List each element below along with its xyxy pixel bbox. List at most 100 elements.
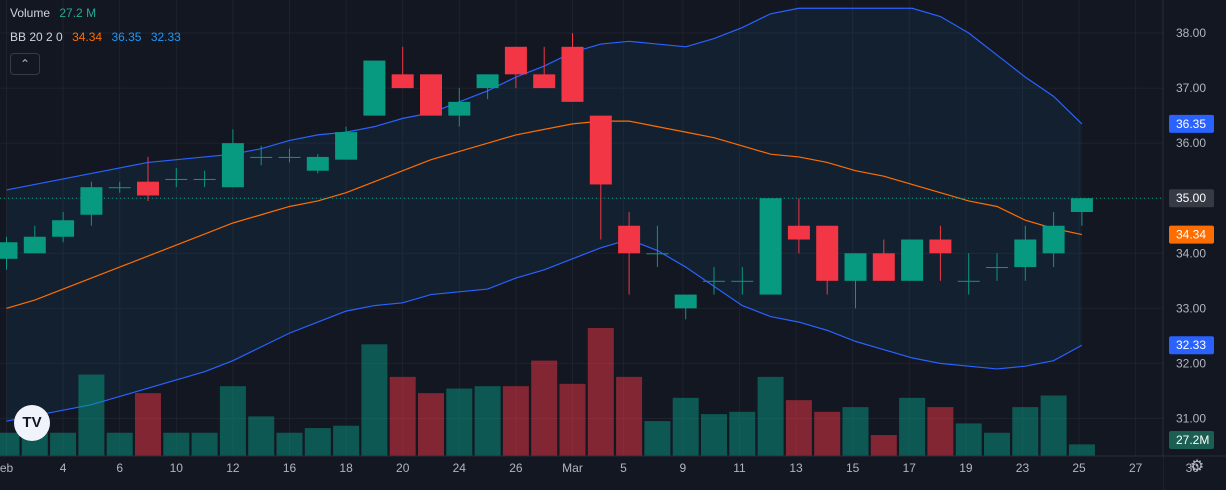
candle <box>448 88 471 127</box>
candle <box>221 129 244 188</box>
candle-body <box>306 156 329 171</box>
candle-body <box>52 220 75 237</box>
candle-body <box>901 239 924 281</box>
candle <box>137 156 159 201</box>
candle-body <box>504 46 527 75</box>
volume-bar <box>106 432 133 456</box>
volume-bar <box>1012 407 1039 456</box>
candle-body <box>703 280 725 282</box>
bb-legend-label: BB 20 2 0 <box>10 30 63 44</box>
candle-body <box>278 156 301 158</box>
candle <box>872 239 895 281</box>
bb-upper-value: 36.35 <box>111 30 142 44</box>
candle-body <box>165 178 188 180</box>
candle <box>618 211 641 295</box>
y-tick-label: 33.00 <box>1176 301 1206 315</box>
y-tick-label: 36.00 <box>1176 136 1206 150</box>
volume-bar <box>984 432 1010 456</box>
x-tick-label: 16 <box>283 461 297 475</box>
x-tick-label: 30 <box>1186 461 1200 475</box>
volume-bar <box>587 328 614 456</box>
volume-bar <box>757 376 784 456</box>
x-tick-label: 23 <box>1016 461 1030 475</box>
volume-legend-label: Volume <box>10 6 51 20</box>
volume-bar <box>785 400 812 456</box>
volume-bar <box>955 423 982 456</box>
tradingview-logo[interactable]: TV <box>14 405 50 441</box>
candle-body <box>0 242 18 259</box>
x-tick-label: 6 <box>116 461 123 475</box>
candle <box>901 239 924 281</box>
x-tick-label: 18 <box>339 461 353 475</box>
price-label-text: 35.00 <box>1176 191 1206 205</box>
volume-bar <box>1068 444 1095 456</box>
x-tick-label: 4 <box>60 461 67 475</box>
x-tick-label: 5 <box>620 461 627 475</box>
x-tick-label: 26 <box>509 461 523 475</box>
x-tick-label: 9 <box>680 461 687 475</box>
volume-label-box <box>1169 431 1214 449</box>
candle <box>193 170 216 188</box>
volume-bar <box>304 428 331 456</box>
volume-bar <box>474 386 501 456</box>
volume-bar <box>729 411 756 456</box>
candle-body <box>872 253 895 281</box>
candle <box>504 46 527 89</box>
volume-bar <box>219 386 246 456</box>
candle-body <box>137 181 159 196</box>
volume-bar <box>1040 395 1067 456</box>
collapse-legend-button[interactable]: ⌃ <box>10 53 40 75</box>
gear-icon[interactable]: ⚙ <box>1189 458 1205 475</box>
x-tick-label: 24 <box>453 461 467 475</box>
x-tick-label: 12 <box>226 461 240 475</box>
volume-bar <box>502 386 529 456</box>
bb-middle-value: 34.34 <box>72 30 103 44</box>
candle-body <box>759 198 782 295</box>
volume-bar <box>389 376 416 456</box>
volume-bar <box>0 432 20 456</box>
price-label-text: 32.33 <box>1176 338 1206 352</box>
chevron-up-icon: ⌃ <box>19 57 31 71</box>
candle-body <box>1042 225 1065 254</box>
candle <box>929 225 952 281</box>
x-tick-label: 11 <box>733 461 746 475</box>
candle <box>250 145 273 166</box>
y-tick-label: 37.00 <box>1176 81 1206 95</box>
bb-band-fill <box>6 8 1082 422</box>
volume-bar <box>78 374 105 456</box>
volume-bar <box>163 432 190 456</box>
volume-bar <box>927 407 954 456</box>
candle <box>787 198 810 254</box>
candle <box>80 181 103 226</box>
bb-legend[interactable]: BB 20 2 0 34.34 36.35 32.33 <box>10 30 187 44</box>
candle-body <box>335 132 358 160</box>
volume-legend[interactable]: Volume 27.2 M <box>10 6 102 20</box>
candle <box>476 74 499 100</box>
y-tick-label: 34.00 <box>1176 246 1206 260</box>
volume-bar <box>418 393 444 456</box>
candle-body <box>363 60 386 116</box>
candle <box>391 46 414 89</box>
candle <box>957 253 980 295</box>
candle-body <box>448 101 471 116</box>
volume-legend-value: 27.2 M <box>59 6 97 20</box>
candle-body <box>787 225 810 240</box>
candle-body <box>250 156 273 158</box>
time-axis-background <box>0 456 1163 490</box>
x-tick-label: 15 <box>846 461 860 475</box>
candle-body <box>929 239 952 254</box>
volume-bar <box>135 393 161 456</box>
y-tick-label: 38.00 <box>1176 26 1206 40</box>
candle-body <box>731 280 754 282</box>
candle <box>816 225 839 295</box>
candle-body <box>391 74 414 89</box>
candle-body <box>80 187 103 215</box>
candle <box>533 46 556 89</box>
bb-lower-line <box>6 238 1083 422</box>
candle <box>561 33 584 102</box>
candle-body <box>476 74 499 89</box>
x-tick-label: Mar <box>562 461 583 475</box>
volume-bar <box>333 425 360 456</box>
volume-label-text: 27.2M <box>1176 433 1209 447</box>
